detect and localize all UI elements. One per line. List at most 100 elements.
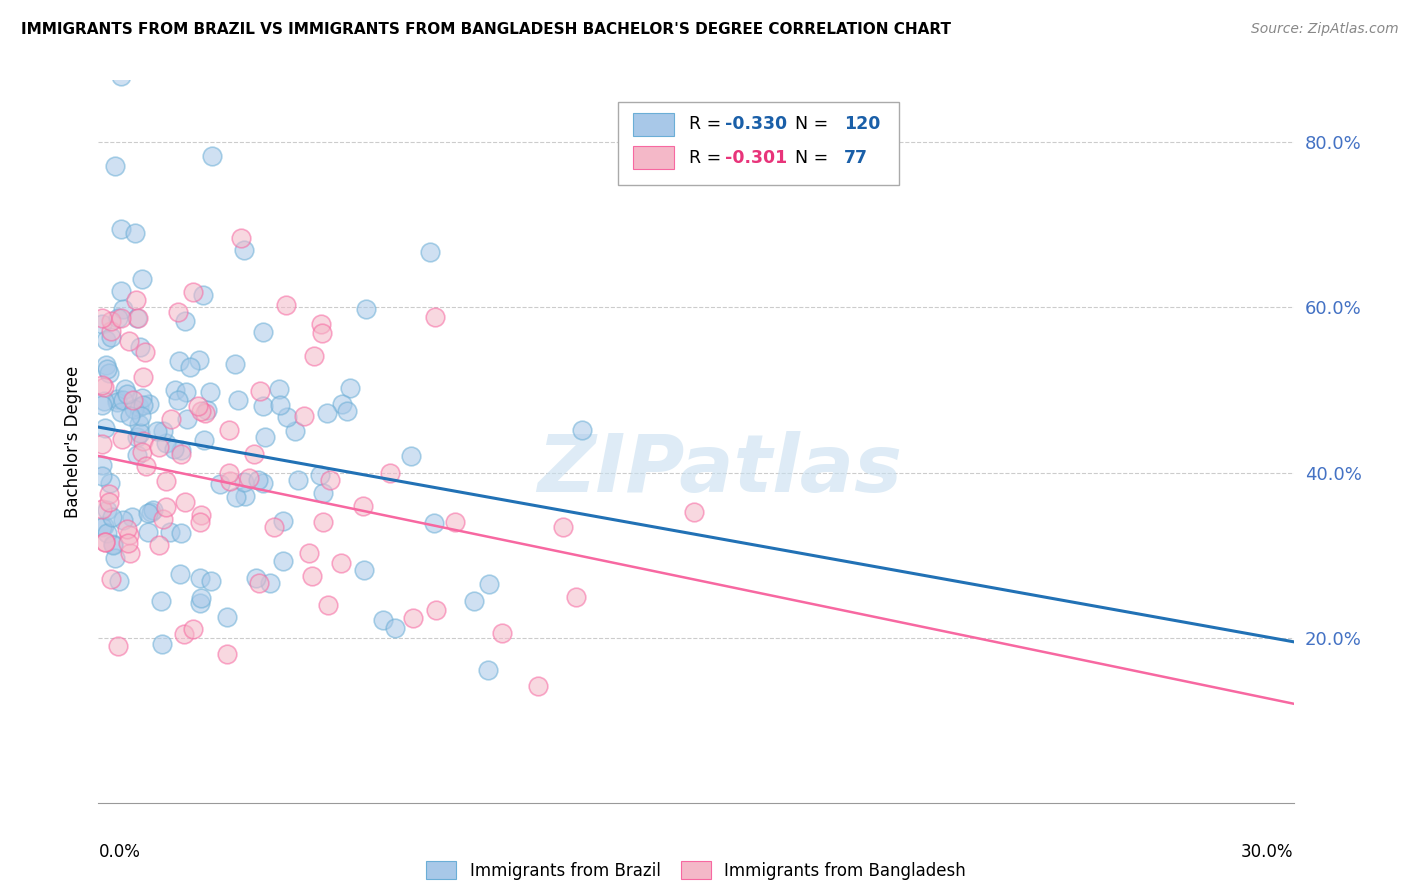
Point [94, 421, 117, 435]
Point [169, 566, 191, 581]
Point [478, 576, 501, 591]
Text: N =: N = [785, 115, 834, 133]
Point [193, 433, 215, 447]
Point [298, 546, 321, 560]
Point [149, 594, 172, 608]
Point [253, 430, 276, 444]
Point [215, 609, 238, 624]
Point [233, 243, 256, 257]
Point [104, 159, 127, 173]
Point [380, 466, 402, 480]
Text: -0.330: -0.330 [724, 115, 787, 133]
Point [94, 534, 117, 549]
Point [110, 221, 132, 235]
Point [354, 301, 377, 316]
Point [124, 293, 146, 308]
Point [384, 621, 406, 635]
Point [100, 572, 122, 586]
Point [316, 599, 339, 613]
Point [101, 510, 124, 524]
Point [187, 399, 209, 413]
Point [233, 489, 256, 503]
Point [110, 405, 132, 419]
Legend: Immigrants from Brazil, Immigrants from Bangladesh: Immigrants from Brazil, Immigrants from … [419, 855, 973, 887]
Point [114, 382, 136, 396]
Point [565, 590, 588, 604]
Point [91, 398, 114, 412]
Point [194, 406, 217, 420]
Point [201, 148, 224, 162]
Point [444, 515, 467, 529]
Point [91, 519, 114, 533]
Point [121, 510, 143, 524]
Point [425, 602, 447, 616]
Point [225, 490, 247, 504]
Point [245, 571, 267, 585]
Point [247, 575, 270, 590]
Point [94, 333, 117, 347]
Point [101, 537, 124, 551]
Point [190, 508, 212, 522]
Point [91, 502, 114, 516]
Point [188, 596, 211, 610]
Point [155, 436, 177, 450]
Point [319, 473, 342, 487]
Point [195, 403, 218, 417]
Text: IMMIGRANTS FROM BRAZIL VS IMMIGRANTS FROM BANGLADESH BACHELOR'S DEGREE CORRELATI: IMMIGRANTS FROM BRAZIL VS IMMIGRANTS FRO… [21, 22, 950, 37]
Point [263, 519, 285, 533]
Point [311, 326, 333, 341]
Point [93, 394, 115, 409]
Text: Source: ZipAtlas.com: Source: ZipAtlas.com [1251, 22, 1399, 37]
Point [181, 285, 204, 299]
Bar [633, 112, 675, 136]
Point [98, 476, 121, 491]
Point [238, 471, 260, 485]
Point [110, 69, 132, 83]
Point [131, 445, 153, 459]
Point [132, 399, 155, 413]
Bar [633, 146, 675, 169]
Point [91, 377, 114, 392]
Point [309, 317, 332, 331]
Point [174, 495, 197, 509]
Point [217, 647, 239, 661]
Point [312, 485, 335, 500]
Point [226, 393, 249, 408]
Text: R =: R = [689, 149, 727, 167]
Point [491, 625, 513, 640]
Point [122, 401, 145, 416]
Point [477, 663, 499, 677]
Text: 120: 120 [844, 115, 880, 133]
Point [229, 231, 252, 245]
Point [170, 447, 193, 461]
Point [132, 434, 155, 448]
Text: 0.0%: 0.0% [98, 843, 141, 861]
Point [110, 310, 132, 325]
Point [243, 447, 266, 461]
Point [101, 538, 124, 552]
Point [181, 622, 204, 636]
Point [163, 383, 186, 397]
Point [93, 518, 115, 533]
Point [152, 512, 174, 526]
Point [259, 576, 281, 591]
Point [117, 523, 139, 537]
Point [166, 392, 188, 407]
Point [246, 473, 269, 487]
Point [96, 526, 118, 541]
Point [107, 640, 129, 654]
Point [208, 476, 231, 491]
Point [173, 626, 195, 640]
Point [371, 613, 394, 627]
Point [117, 536, 139, 550]
Point [274, 298, 297, 312]
Point [129, 409, 152, 423]
Point [352, 499, 374, 513]
Point [271, 514, 294, 528]
Point [107, 310, 129, 325]
Point [129, 426, 152, 441]
Text: 77: 77 [844, 149, 868, 167]
Point [124, 227, 146, 241]
Point [571, 423, 593, 437]
Point [131, 272, 153, 286]
